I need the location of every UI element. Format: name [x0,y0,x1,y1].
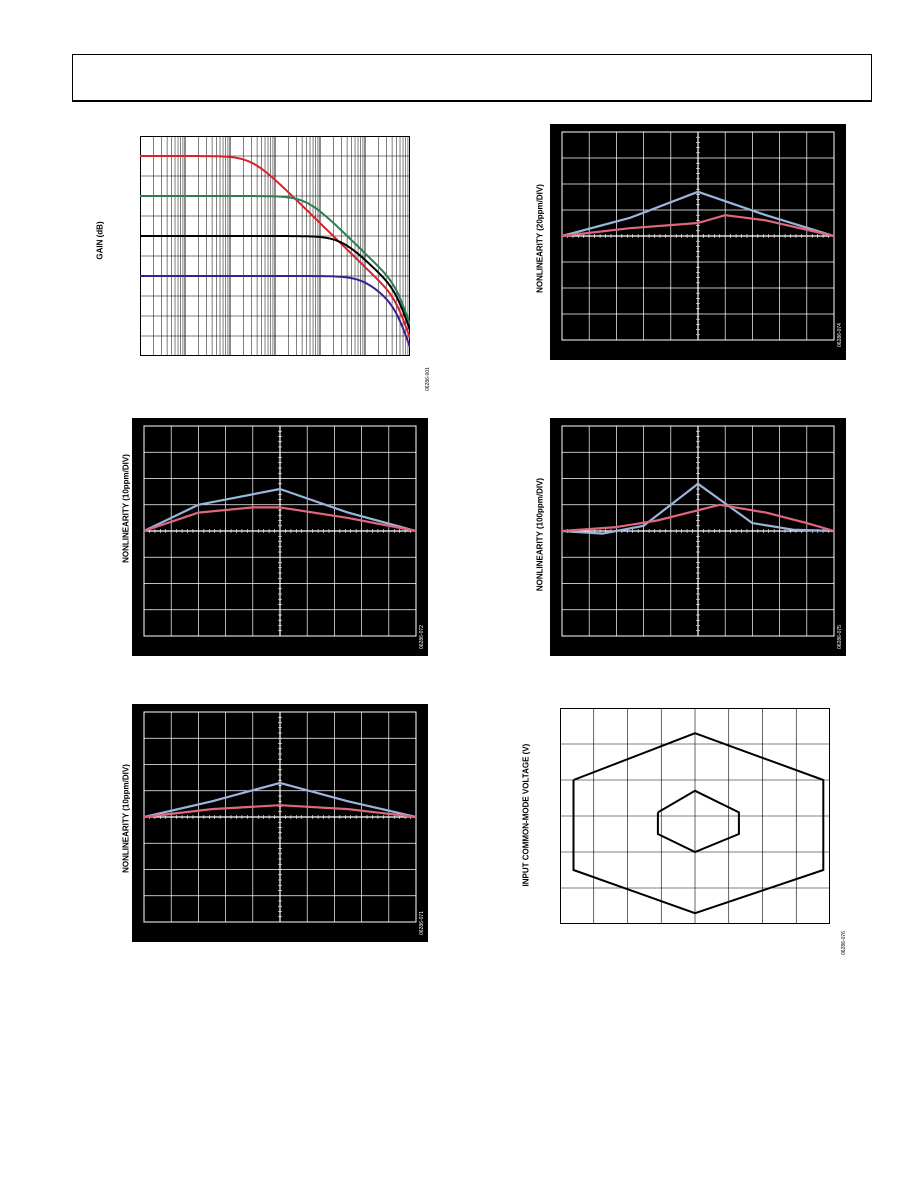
nl-c-trace-0 [561,482,835,535]
nl-a-scope [550,124,846,360]
nl-d-figure-id: 06286-071 [419,911,425,935]
gain-ylabel: GAIN (dB) [95,221,105,260]
nl-b-ylabel: NONLINEARITY (10ppm/DIV) [121,454,131,563]
nl-d-trace-1 [143,804,417,819]
gain-figure-id: 06286-001 [425,367,431,391]
nl-a-figure-id: 06286-074 [837,323,843,347]
gain-chart [140,136,410,356]
nl-b-trace-1 [143,506,417,533]
nl-d-scope [132,704,428,942]
cm-figure-id: 06286-076 [841,931,847,955]
gain-series-line-1 [140,195,410,325]
nl-a-ylabel: NONLINEARITY (20ppm/DIV) [535,184,545,293]
cm-chart [560,708,830,924]
nl-b-figure-id: 06286-072 [419,625,425,649]
nl-d-scope-svg [143,711,417,923]
gain-series-line-2 [140,235,410,331]
gain-series-line-3 [140,275,410,348]
page-header-box [72,54,872,102]
nl-c-scope-svg [561,425,835,637]
nl-b-scope [132,418,428,656]
nl-a-trace-1 [561,214,835,238]
cm-hexagon-1 [656,789,740,854]
nl-c-figure-id: 06286-075 [837,625,843,649]
cm-hexagon-0 [572,732,825,915]
nl-d-trace-0 [143,781,417,819]
gain-series-line-0 [140,155,410,339]
nl-a-scope-svg [561,131,835,341]
nl-d-ylabel: NONLINEARITY (10ppm/DIV) [121,764,131,873]
gain-chart-svg [140,136,410,356]
nl-b-trace-0 [143,487,417,533]
nl-a-trace-0 [561,190,835,238]
nl-c-scope [550,418,846,656]
nl-c-trace-1 [561,503,835,533]
cm-chart-svg [560,708,830,924]
nl-c-ylabel: NONLINEARITY (100ppm/DIV) [535,477,545,592]
nl-b-scope-svg [143,425,417,637]
cm-ylabel: INPUT COMMON-MODE VOLTAGE (V) [521,743,531,887]
